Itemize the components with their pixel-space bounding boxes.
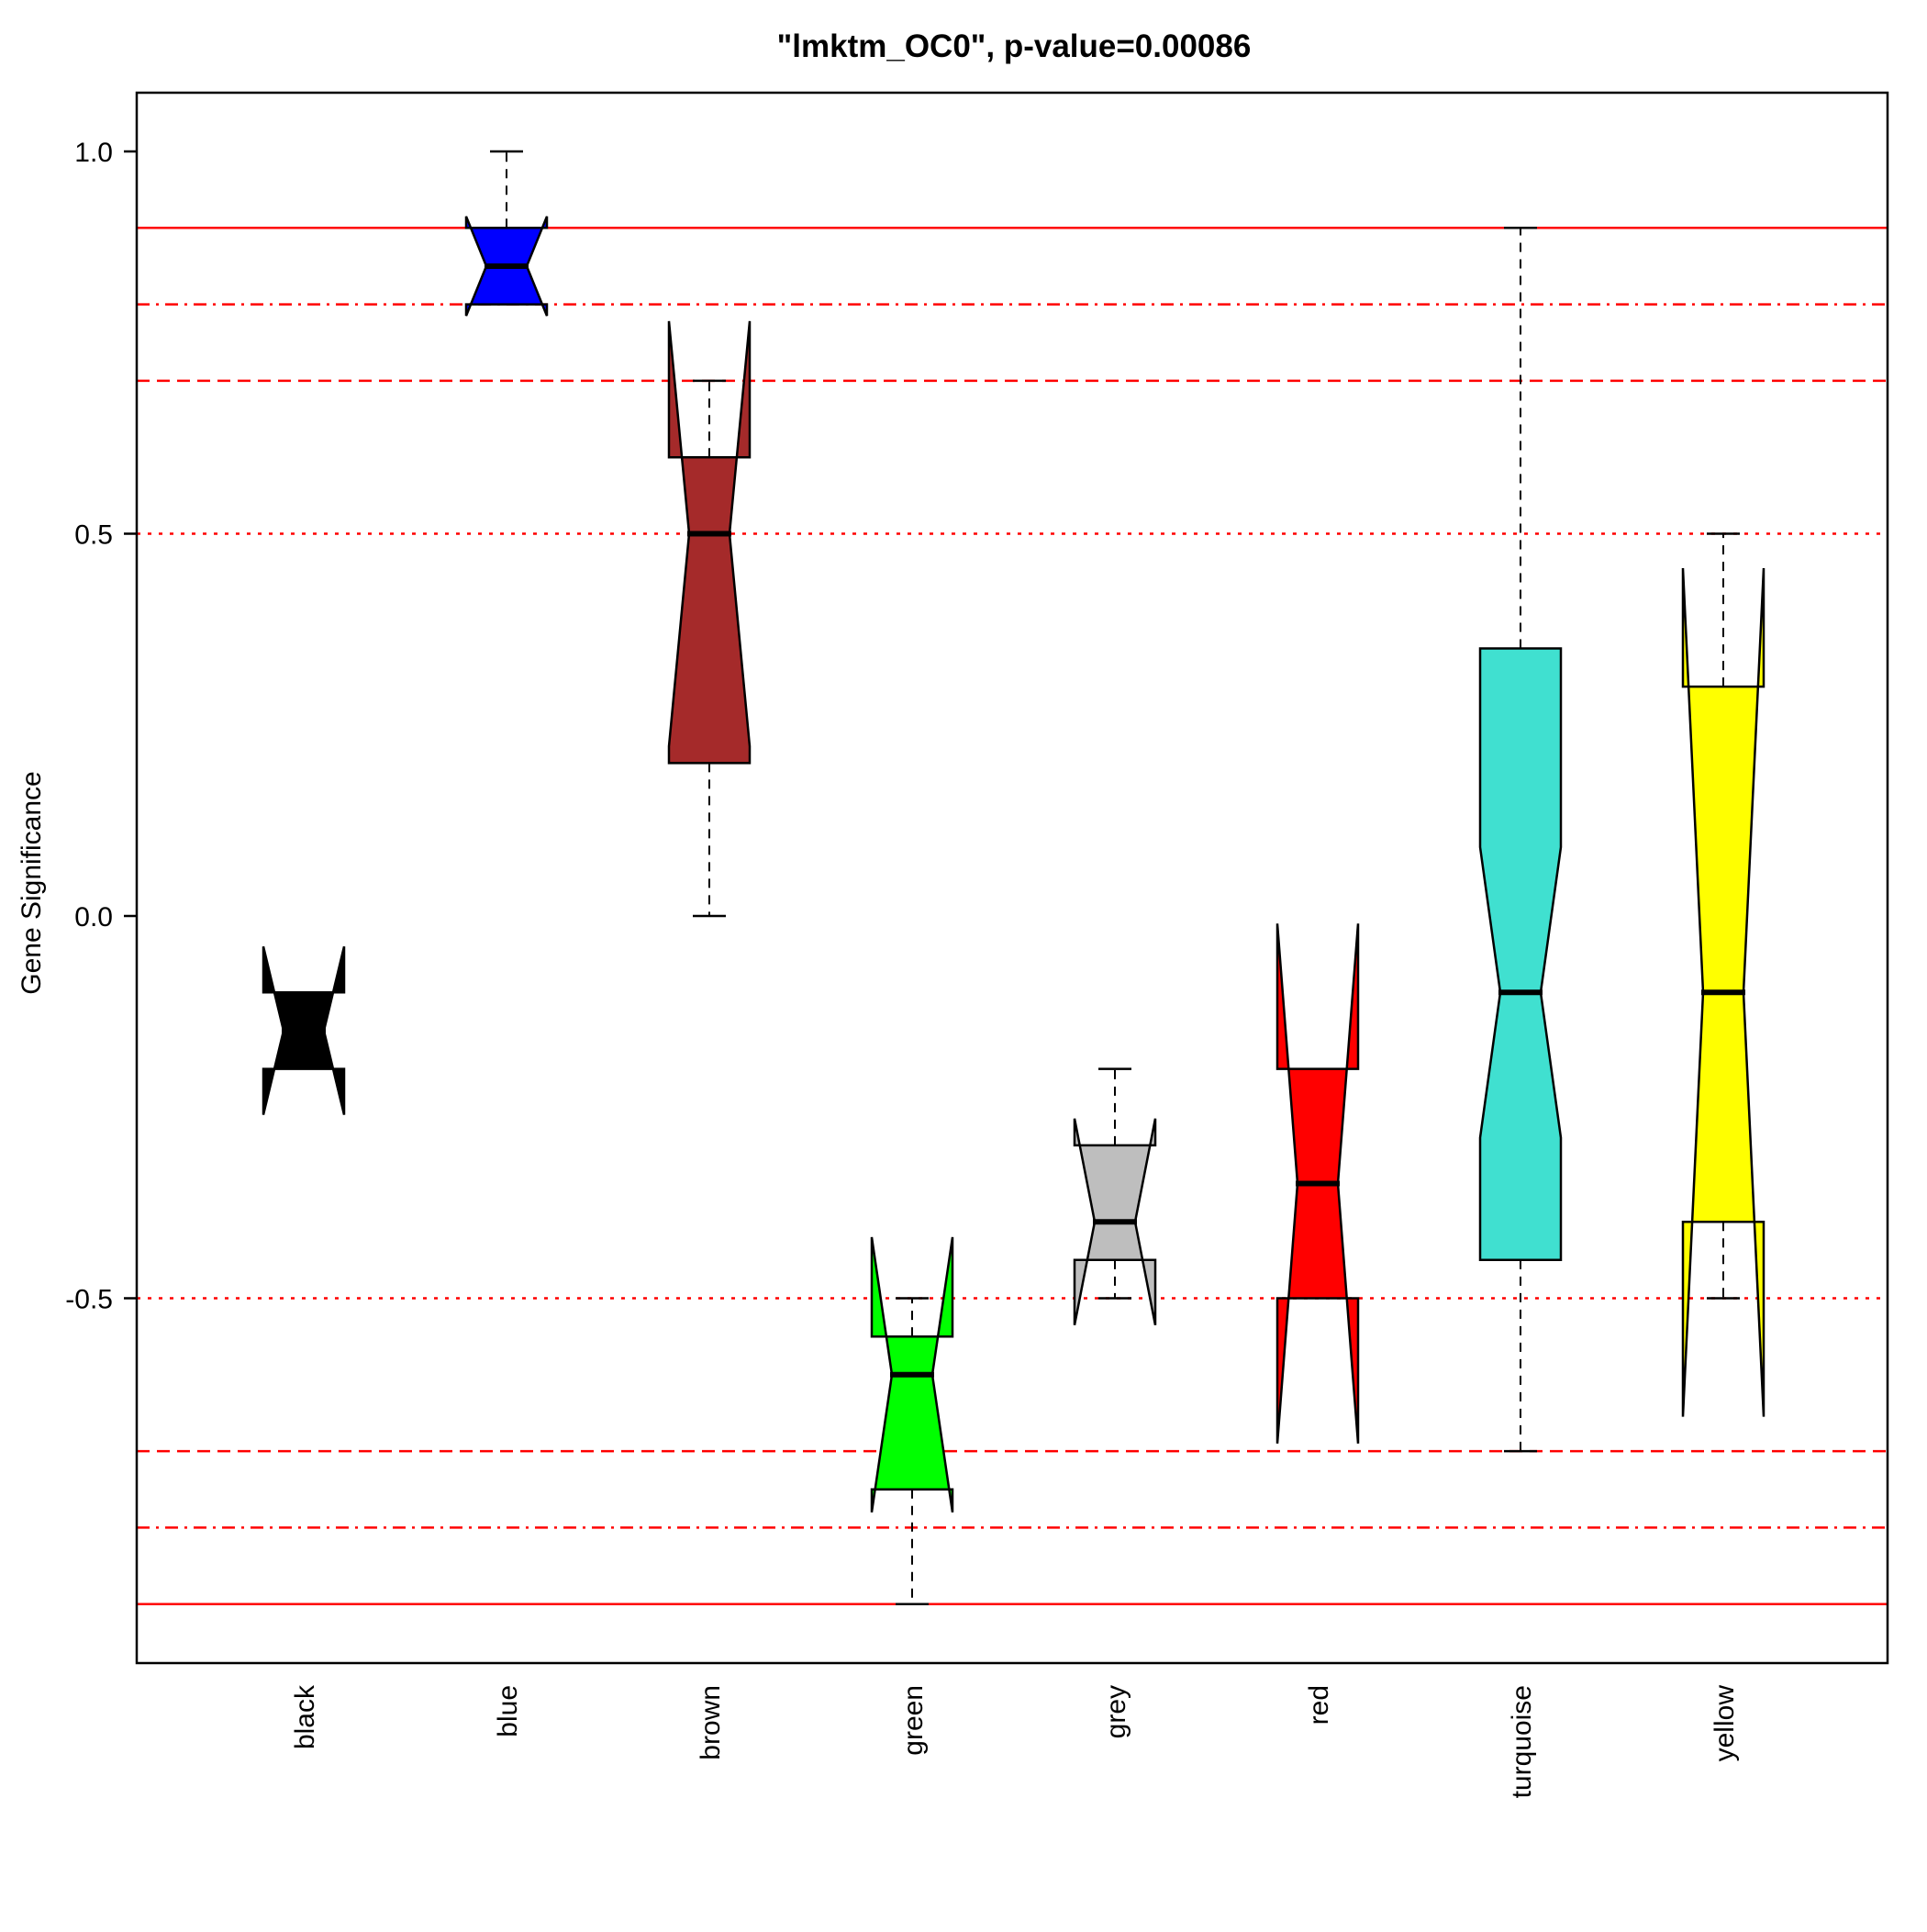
y-tick-label: -0.5 [65, 1285, 113, 1315]
reference-lines [137, 227, 1888, 1605]
box-body-brown [667, 320, 752, 765]
x-tick-label-red: red [1304, 1685, 1334, 1725]
x-tick-label-green: green [898, 1685, 929, 1756]
y-tick-label: 0.0 [74, 902, 113, 932]
x-tick-label-yellow: yellow [1710, 1685, 1740, 1762]
x-tick-label-blue: blue [493, 1685, 523, 1737]
box-yellow [1681, 532, 1765, 1417]
box-red [1275, 923, 1360, 1444]
x-tick-label-black: black [290, 1684, 320, 1749]
x-tick-label-brown: brown [696, 1685, 726, 1760]
y-axis: 1.0 0.5 0.0 -0.5 [65, 138, 137, 1315]
x-axis: black blue brown green grey red turquoise yello… [290, 1684, 1740, 1798]
chart-title: "lmktm_OC0", p-value=0.00086 [777, 28, 1252, 64]
y-tick-label: 1.0 [74, 138, 113, 168]
y-tick-label: 0.5 [74, 520, 113, 551]
box-black [262, 946, 346, 1115]
box-series [262, 150, 1765, 1605]
plot-frame [135, 91, 1889, 1665]
box-grey [1073, 1067, 1157, 1325]
y-axis-label: Gene Significance [17, 771, 47, 995]
box-turquoise [1478, 227, 1563, 1453]
box-brown [667, 320, 752, 918]
x-tick-label-grey: grey [1101, 1685, 1131, 1738]
box-green [870, 1236, 954, 1605]
box-body-turquoise [1478, 647, 1563, 1262]
x-tick-label-turquoise: turquoise [1507, 1685, 1537, 1798]
box-blue [464, 150, 549, 317]
